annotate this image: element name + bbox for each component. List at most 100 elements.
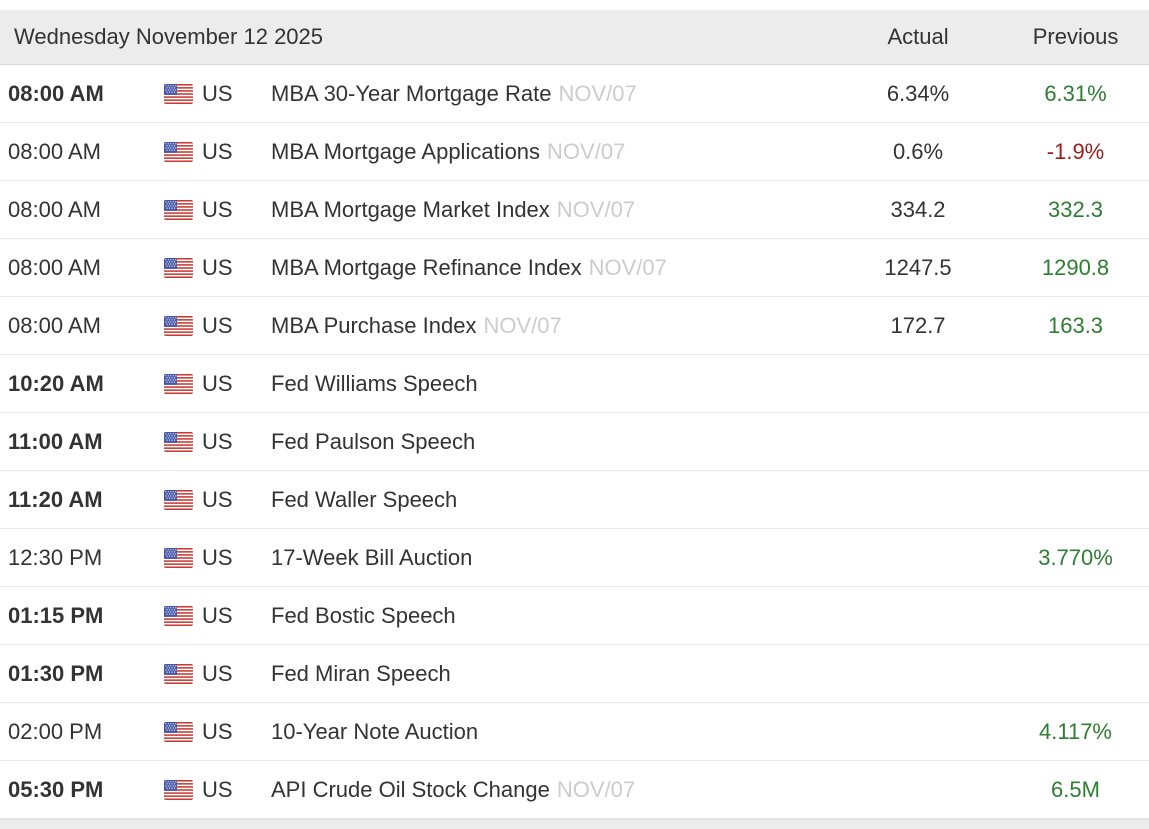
event-reference: NOV/07: [483, 312, 562, 338]
next-day-header-strip: [0, 819, 1149, 829]
us-flag-icon: [164, 605, 193, 626]
date-header: Wednesday November 12 2025: [0, 10, 835, 65]
event-cell: MBA Purchase Index NOV/07: [270, 296, 835, 355]
event-country: US: [162, 354, 270, 413]
event-name-link[interactable]: 17-Week Bill Auction: [271, 544, 473, 570]
country-label: US: [202, 718, 233, 744]
previous-value: 163.3: [1002, 296, 1149, 355]
actual-value: [834, 644, 1003, 703]
previous-value: [1002, 354, 1149, 413]
event-cell: Fed Paulson Speech: [270, 412, 835, 471]
previous-column-header: Previous: [1002, 10, 1149, 65]
event-time: 08:00 AM: [0, 122, 162, 181]
event-time: 02:00 PM: [0, 702, 162, 761]
event-country: US: [162, 470, 270, 529]
event-name-link[interactable]: MBA 30-Year Mortgage Rate: [271, 80, 552, 106]
event-country: US: [162, 412, 270, 471]
event-row: 01:15 PM: [0, 586, 1149, 645]
date-header-row: Wednesday November 12 2025 Actual Previo…: [0, 10, 1149, 65]
event-time: 12:30 PM: [0, 528, 162, 587]
country-label: US: [202, 196, 233, 222]
us-flag-icon: [164, 257, 193, 278]
actual-value: 0.6%: [834, 122, 1003, 181]
previous-value: 332.3: [1002, 180, 1149, 239]
us-flag-icon: [164, 721, 193, 742]
actual-value: [834, 470, 1003, 529]
event-reference: NOV/07: [558, 80, 637, 106]
event-name-link[interactable]: Fed Waller Speech: [271, 486, 458, 512]
us-flag-icon: [164, 663, 193, 684]
event-name-link[interactable]: Fed Williams Speech: [271, 370, 478, 396]
event-cell: Fed Waller Speech: [270, 470, 835, 529]
country-label: US: [202, 254, 233, 280]
event-time: 01:15 PM: [0, 586, 162, 645]
event-reference: NOV/07: [556, 196, 636, 222]
event-cell: MBA Mortgage Refinance Index NOV/07: [270, 238, 835, 297]
event-country: US: [162, 760, 270, 819]
previous-value: -1.9%: [1002, 122, 1149, 181]
actual-value: [834, 412, 1003, 471]
us-flag-icon: [164, 141, 193, 162]
event-time: 08:00 AM: [0, 296, 162, 355]
event-row: 02:00 PM: [0, 702, 1149, 761]
event-time: 01:30 PM: [0, 644, 162, 703]
event-reference: NOV/07: [547, 138, 626, 164]
event-time: 05:30 PM: [0, 760, 162, 819]
event-name-link[interactable]: Fed Bostic Speech: [271, 602, 456, 628]
event-row: 05:30 PM: [0, 760, 1149, 819]
country-label: US: [202, 80, 233, 106]
us-flag-icon: [164, 431, 193, 452]
previous-value: 6.31%: [1002, 64, 1149, 123]
event-cell: 17-Week Bill Auction: [270, 528, 835, 587]
actual-value: [834, 528, 1003, 587]
event-reference: NOV/07: [556, 776, 636, 802]
event-country: US: [162, 238, 270, 297]
event-country: US: [162, 180, 270, 239]
event-cell: Fed Miran Speech: [270, 644, 835, 703]
event-name-link[interactable]: MBA Mortgage Refinance Index: [271, 254, 582, 280]
previous-value: 6.5M: [1002, 760, 1149, 819]
event-cell: 10-Year Note Auction: [270, 702, 835, 761]
us-flag-icon: [164, 547, 193, 568]
event-name-link[interactable]: MBA Mortgage Market Index: [271, 196, 550, 222]
previous-value: 4.117%: [1002, 702, 1149, 761]
previous-value: [1002, 644, 1149, 703]
actual-value: 334.2: [834, 180, 1003, 239]
event-row: 12:30 PM: [0, 528, 1149, 587]
event-cell: Fed Williams Speech: [270, 354, 835, 413]
event-name-link[interactable]: Fed Paulson Speech: [271, 428, 476, 454]
us-flag-icon: [164, 315, 193, 336]
actual-column-header: Actual: [834, 10, 1003, 65]
economic-calendar-table: Wednesday November 12 2025 Actual Previo…: [0, 10, 1149, 819]
actual-value: [834, 760, 1003, 819]
us-flag-icon: [164, 83, 193, 104]
country-label: US: [202, 486, 233, 512]
country-label: US: [202, 544, 233, 570]
event-name-link[interactable]: Fed Miran Speech: [271, 660, 451, 686]
previous-value: [1002, 470, 1149, 529]
actual-value: [834, 354, 1003, 413]
event-country: US: [162, 702, 270, 761]
event-row: 08:00 AM: [0, 64, 1149, 123]
event-name-link[interactable]: MBA Purchase Index: [271, 312, 477, 338]
event-country: US: [162, 644, 270, 703]
event-name-link[interactable]: 10-Year Note Auction: [271, 718, 479, 744]
event-name-link[interactable]: API Crude Oil Stock Change: [271, 776, 550, 802]
event-row: 08:00 AM: [0, 180, 1149, 239]
event-row: 10:20 AM: [0, 354, 1149, 413]
previous-value: [1002, 412, 1149, 471]
event-cell: MBA Mortgage Market Index NOV/07: [270, 180, 835, 239]
event-reference: NOV/07: [588, 254, 667, 280]
country-label: US: [202, 660, 233, 686]
country-label: US: [202, 138, 233, 164]
country-label: US: [202, 370, 233, 396]
event-row: 01:30 PM: [0, 644, 1149, 703]
previous-value: [1002, 586, 1149, 645]
country-label: US: [202, 776, 233, 802]
event-time: 11:20 AM: [0, 470, 162, 529]
event-country: US: [162, 586, 270, 645]
event-country: US: [162, 64, 270, 123]
event-name-link[interactable]: MBA Mortgage Applications: [271, 138, 541, 164]
event-country: US: [162, 122, 270, 181]
us-flag-icon: [164, 373, 193, 394]
